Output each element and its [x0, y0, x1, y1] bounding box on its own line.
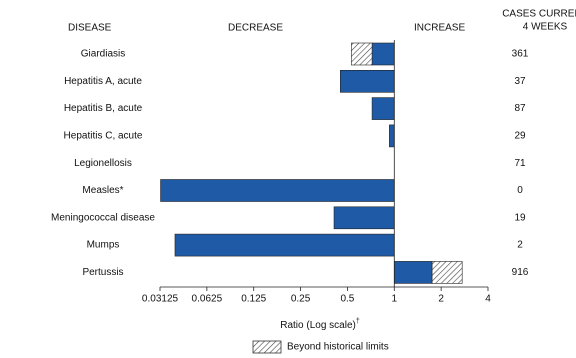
category-label: Legionellosis [74, 158, 132, 169]
header-decrease: DECREASE [228, 23, 283, 34]
x-axis-label-text: Ratio (Log scale) [280, 320, 356, 331]
bar [174, 233, 395, 257]
legend-label: Beyond historical limits [287, 342, 389, 353]
category-label: Meningococcal disease [51, 212, 155, 223]
x-tick-label: 4 [485, 294, 491, 305]
cases-label: 71 [514, 158, 526, 169]
cases-label: 29 [514, 131, 526, 142]
cases-label: 2 [517, 240, 523, 251]
bar-beyond-limits [351, 42, 373, 66]
bar [160, 179, 395, 202]
x-tick-label: 0.03125 [142, 294, 179, 305]
header-cases: CASES CURRENT [502, 9, 576, 20]
header-increase: INCREASE [414, 23, 465, 34]
category-label: Hepatitis B, acute [64, 103, 143, 114]
x-tick-label: 0.25 [291, 294, 311, 305]
legend-swatch [252, 340, 282, 354]
bar [340, 70, 395, 93]
cases-label: 87 [514, 103, 526, 114]
x-tick-label: 0.5 [340, 294, 354, 305]
x-tick-label: 2 [438, 294, 444, 305]
x-tick-label: 0.125 [241, 294, 266, 305]
x-tick-label: 1 [392, 294, 398, 305]
header-cases: 4 WEEKS [523, 22, 568, 33]
category-label: Pertussis [82, 267, 123, 278]
bar-beyond-limits [431, 261, 463, 284]
category-label: Giardiasis [81, 49, 125, 60]
category-label: Measles* [82, 185, 123, 196]
cases-label: 37 [514, 76, 526, 87]
cases-label: 361 [512, 49, 529, 60]
cases-label: 19 [514, 212, 526, 223]
bar [371, 97, 395, 120]
category-label: Mumps [87, 240, 120, 251]
cases-label: 916 [512, 267, 529, 278]
category-label: Hepatitis A, acute [64, 76, 142, 87]
bar [371, 42, 395, 66]
x-axis-label: Ratio (Log scale)† [280, 318, 360, 331]
bar [333, 206, 395, 230]
x-axis-label-mark: † [356, 318, 360, 325]
category-label: Hepatitis C, acute [64, 131, 143, 142]
bar [393, 261, 433, 284]
x-tick-label: 0.0625 [192, 294, 223, 305]
bar [389, 124, 395, 148]
header-disease: DISEASE [68, 23, 112, 34]
cases-label: 0 [517, 185, 523, 196]
